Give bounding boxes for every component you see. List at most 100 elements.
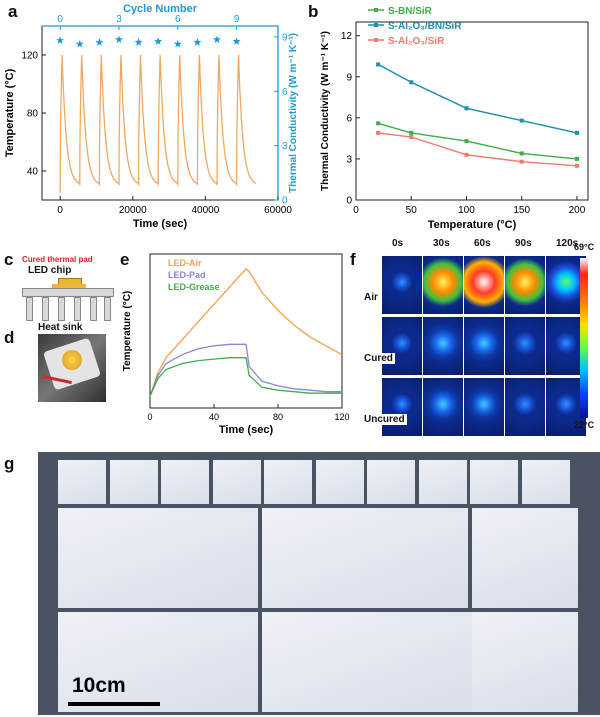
- heat-sink-fin: [42, 297, 49, 321]
- scale-min-label: 22°C: [574, 420, 595, 430]
- thermal-pad-sheet: [109, 460, 158, 504]
- scale-bar-label: 10cm: [72, 674, 126, 697]
- legend-label: S-Al₂O₃/BN/SiR: [388, 21, 462, 32]
- x-tick-label: 0: [147, 412, 152, 422]
- conductivity-star-point: [154, 37, 163, 45]
- top-tick-label: 6: [175, 14, 181, 25]
- plot-frame: [41, 25, 279, 201]
- thermal-image-cell: [505, 378, 545, 436]
- top-axis-title: Cycle Number: [123, 3, 198, 15]
- y2-axis-title: Thermal Conductivity (W m⁻¹ K⁻¹): [288, 33, 299, 193]
- chart-e-led-temperature: 0 40 80 120 Time (sec) Temperature (°C) LED-Ai…: [122, 253, 350, 436]
- heat-sink-fin: [90, 297, 97, 321]
- top-tick-label: 0: [57, 14, 63, 25]
- x-tick-label: 40000: [191, 205, 219, 216]
- series-point: [464, 139, 469, 144]
- thermal-pad-sheet: [262, 612, 472, 712]
- legend-marker: [374, 38, 378, 42]
- chart-a-cycling: 0 20000 40000 60000 40 80 120 0 3 6 9 0 3 6 9 Cycle Num…: [4, 3, 299, 230]
- thermal-pad-sheet: [470, 460, 518, 504]
- conductivity-star-point: [173, 39, 182, 48]
- heat-sink-fin: [58, 297, 65, 321]
- y-tick-label: 9: [346, 72, 352, 83]
- thermal-pad-sheets-photo: 10cm: [38, 452, 600, 715]
- legend-label: LED-Air: [168, 258, 202, 268]
- top-tick-label: 9: [234, 14, 240, 25]
- thermal-image-cell: [382, 378, 422, 436]
- time-label: 0s: [392, 238, 404, 249]
- x-axis-title: Temperature (°C): [428, 219, 517, 231]
- panel-letter-g: g: [4, 454, 15, 473]
- y2-tick-label: 9: [282, 32, 288, 43]
- x-tick-label: 100: [458, 205, 475, 216]
- series-point: [464, 152, 469, 157]
- led-emitter: [62, 350, 82, 370]
- led-photo: [38, 334, 106, 402]
- y-tick-label: 80: [27, 109, 39, 120]
- x-axis-title: Time (sec): [219, 424, 274, 436]
- x-tick-label: 0: [57, 205, 63, 216]
- chart-b-conductivity-vs-temperature: 0 50 100 150 200 0 3 6 9 12 Temperature (°C) Therma…: [320, 6, 589, 231]
- series-point: [519, 118, 524, 123]
- series-point: [574, 156, 579, 161]
- panel-letter-a: a: [8, 2, 18, 21]
- series-point: [574, 130, 579, 135]
- legend-marker: [374, 23, 378, 27]
- series-point: [519, 151, 524, 156]
- series-point: [409, 130, 414, 135]
- row-label: Air: [362, 292, 380, 303]
- thermal-pad-sheet: [58, 612, 258, 712]
- series-point: [464, 106, 469, 111]
- y2-tick-label: 0: [282, 196, 288, 207]
- thermal-image-cell: [382, 317, 422, 375]
- y-tick-label: 40: [27, 167, 39, 178]
- x-tick-label: 120: [334, 412, 349, 422]
- series-point: [519, 159, 524, 164]
- y2-tick-label: 6: [282, 87, 288, 98]
- series-point: [376, 130, 381, 135]
- thermal-pad-sheet: [161, 460, 209, 504]
- plot-frame: [149, 253, 343, 409]
- conductivity-star-point: [213, 35, 221, 43]
- legend-label: S-BN/SiR: [388, 6, 433, 17]
- thermal-image-cell: [505, 256, 545, 314]
- thermal-image-cell: [546, 378, 586, 436]
- panel-letter-c: c: [4, 250, 14, 269]
- heat-sink-fin: [74, 297, 81, 321]
- x-tick-label: 20000: [119, 205, 147, 216]
- thermal-image-cell: [423, 256, 463, 314]
- thermal-image-cell: [382, 256, 422, 314]
- time-label: 90s: [515, 238, 532, 249]
- thermal-image-cell: [464, 378, 504, 436]
- color-scale-bar: [580, 258, 588, 418]
- thermal-image-cell: [546, 256, 586, 314]
- heat-sink-base: [22, 288, 114, 297]
- conductivity-star-point: [115, 35, 123, 43]
- plot-frame: [355, 21, 589, 201]
- series-line: [149, 267, 343, 397]
- thermo-wrap: 0s 30s 60s 90s 120s Air Cured Uncured: [362, 236, 600, 436]
- panel-letter-e: e: [120, 250, 130, 269]
- thermal-pad-sheet: [367, 460, 415, 504]
- series-point: [376, 62, 381, 67]
- x-tick-label: 60000: [264, 205, 292, 216]
- legend-label: LED-Grease: [168, 282, 220, 292]
- y-tick-label: 6: [346, 113, 352, 124]
- series-line: [149, 343, 342, 397]
- x-tick-label: 50: [406, 205, 418, 216]
- panel-letter-d: d: [4, 328, 15, 347]
- thermal-image-cell: [464, 256, 504, 314]
- thermal-pad-label: Cured thermal pad: [22, 255, 93, 264]
- legend-marker: [374, 8, 378, 12]
- x-tick-label: 80: [273, 412, 283, 422]
- led-chip-label: LED chip: [28, 265, 72, 276]
- y-tick-label: 120: [21, 51, 38, 62]
- conductivity-star-point: [134, 38, 143, 46]
- top-tick-label: 3: [116, 14, 122, 25]
- legend-label: S-Al₂O₃/SiR: [388, 36, 445, 47]
- panel-letter-b: b: [308, 2, 319, 21]
- x-axis-title: Time (sec): [133, 218, 188, 230]
- thermal-pad-sheet: [262, 508, 468, 608]
- heat-sink-fin: [104, 297, 111, 321]
- series-point: [409, 135, 414, 140]
